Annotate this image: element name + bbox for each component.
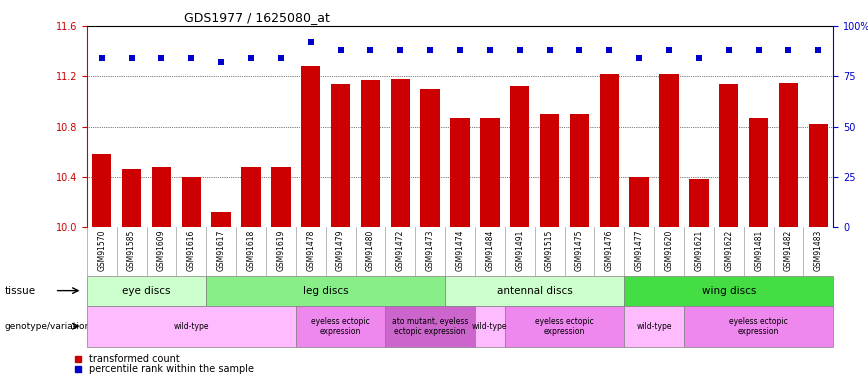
Text: wild-type: wild-type bbox=[174, 322, 209, 331]
Bar bbox=[660, 74, 679, 227]
Bar bbox=[301, 66, 320, 227]
Bar bbox=[809, 124, 828, 227]
Point bbox=[333, 47, 347, 53]
Point bbox=[424, 47, 437, 53]
Point bbox=[573, 47, 587, 53]
Point bbox=[513, 47, 527, 53]
Text: wild-type: wild-type bbox=[472, 322, 508, 331]
Bar bbox=[391, 79, 410, 227]
Bar bbox=[271, 166, 291, 227]
Bar bbox=[331, 84, 351, 227]
Text: wing discs: wing discs bbox=[701, 286, 756, 296]
Bar bbox=[152, 166, 171, 227]
Point bbox=[632, 56, 646, 62]
Bar bbox=[92, 154, 111, 227]
Text: eyeless ectopic
expression: eyeless ectopic expression bbox=[536, 316, 594, 336]
Bar bbox=[540, 114, 559, 227]
Point bbox=[453, 47, 467, 53]
Bar bbox=[241, 166, 260, 227]
Text: wild-type: wild-type bbox=[636, 322, 672, 331]
Text: percentile rank within the sample: percentile rank within the sample bbox=[89, 364, 253, 374]
Point bbox=[542, 47, 556, 53]
Point bbox=[244, 56, 258, 62]
Bar bbox=[450, 118, 470, 227]
Bar bbox=[749, 118, 768, 227]
Point bbox=[722, 47, 736, 53]
Text: genotype/variation: genotype/variation bbox=[4, 322, 90, 331]
Bar bbox=[689, 179, 708, 227]
Bar bbox=[420, 89, 440, 227]
Bar bbox=[569, 114, 589, 227]
Text: eye discs: eye discs bbox=[122, 286, 171, 296]
Point bbox=[393, 47, 407, 53]
Point bbox=[662, 47, 676, 53]
Text: eyeless ectopic
expression: eyeless ectopic expression bbox=[729, 316, 788, 336]
Point bbox=[125, 56, 139, 62]
Text: tissue: tissue bbox=[4, 286, 36, 296]
Bar bbox=[510, 87, 529, 227]
Point bbox=[214, 59, 228, 65]
Text: antennal discs: antennal discs bbox=[496, 286, 573, 296]
Text: ato mutant, eyeless
ectopic expression: ato mutant, eyeless ectopic expression bbox=[392, 316, 469, 336]
Point bbox=[155, 56, 168, 62]
Point bbox=[812, 47, 825, 53]
Bar bbox=[122, 169, 141, 227]
Bar bbox=[361, 80, 380, 227]
Point bbox=[95, 56, 108, 62]
Point bbox=[781, 47, 795, 53]
Point bbox=[304, 39, 318, 45]
Text: eyeless ectopic
expression: eyeless ectopic expression bbox=[312, 316, 370, 336]
Point bbox=[752, 47, 766, 53]
Bar bbox=[629, 177, 649, 227]
Text: transformed count: transformed count bbox=[89, 354, 180, 364]
Point bbox=[483, 47, 496, 53]
Bar bbox=[779, 82, 799, 227]
Bar bbox=[719, 84, 739, 227]
Bar bbox=[181, 177, 201, 227]
Bar bbox=[480, 118, 500, 227]
Point bbox=[274, 56, 288, 62]
Bar bbox=[212, 212, 231, 227]
Text: GDS1977 / 1625080_at: GDS1977 / 1625080_at bbox=[184, 11, 330, 24]
Point bbox=[602, 47, 616, 53]
Bar bbox=[600, 74, 619, 227]
Point bbox=[364, 47, 378, 53]
Point bbox=[692, 56, 706, 62]
Text: leg discs: leg discs bbox=[303, 286, 348, 296]
Point bbox=[184, 56, 198, 62]
